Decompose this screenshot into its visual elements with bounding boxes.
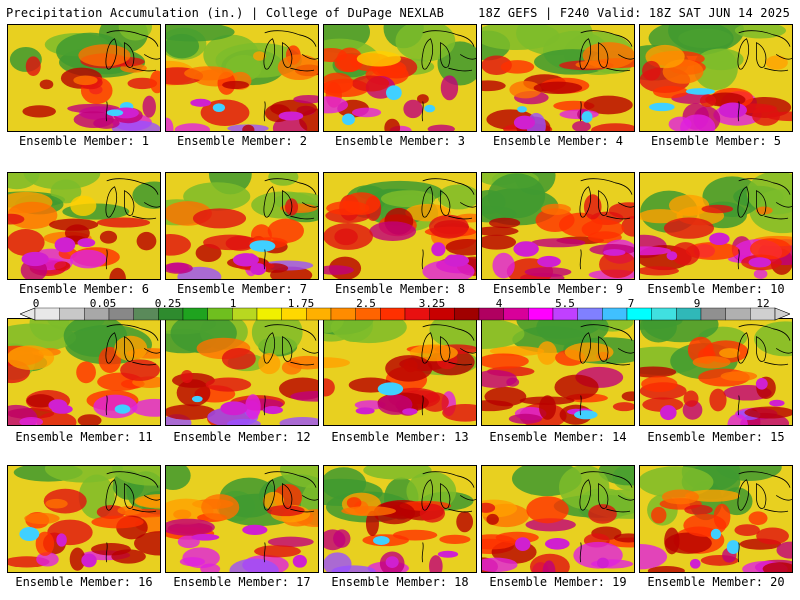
ensemble-member-map	[481, 465, 635, 573]
precip-colorbar	[20, 307, 790, 321]
ensemble-member-map	[7, 318, 161, 426]
ensemble-member-map	[481, 24, 635, 132]
ensemble-member-map	[639, 318, 793, 426]
ensemble-member-map	[7, 172, 161, 280]
ensemble-member-caption: Ensemble Member: 14	[489, 430, 627, 444]
colorbar-tick-label: 0	[32, 297, 40, 310]
colorbar-swatch	[256, 307, 282, 321]
ensemble-member-map	[639, 465, 793, 573]
colorbar-tick-label: 12	[756, 297, 770, 310]
ensemble-member-caption: Ensemble Member: 10	[647, 282, 785, 296]
ensemble-member-caption: Ensemble Member: 15	[647, 430, 785, 444]
colorbar-tick-label: 7	[627, 297, 635, 310]
colorbar-swatch	[380, 307, 406, 321]
ensemble-member-map	[165, 465, 319, 573]
ensemble-member-map	[165, 172, 319, 280]
colorbar-tick-label: 4	[495, 297, 503, 310]
colorbar-tick-label: 0.25	[154, 297, 182, 310]
ensemble-member-caption: Ensemble Member: 12	[173, 430, 311, 444]
colorbar-tick-label: 9	[693, 297, 701, 310]
colorbar-swatch	[182, 307, 208, 321]
ensemble-member-caption: Ensemble Member: 8	[334, 282, 466, 296]
ensemble-member-caption: Ensemble Member: 17	[173, 575, 311, 589]
ensemble-member-caption: Ensemble Member: 18	[331, 575, 469, 589]
ensemble-member-caption: Ensemble Member: 9	[492, 282, 624, 296]
ensemble-member-caption: Ensemble Member: 13	[331, 430, 469, 444]
colorbar-tick-label: 2.5	[356, 297, 376, 310]
ensemble-member-map	[323, 465, 477, 573]
colorbar-swatch	[602, 307, 628, 321]
colorbar-swatch	[651, 307, 677, 321]
ensemble-member-map	[323, 172, 477, 280]
colorbar-swatch	[503, 307, 529, 321]
ensemble-member-map	[639, 172, 793, 280]
ensemble-member-caption: Ensemble Member: 6	[18, 282, 150, 296]
ensemble-member-map	[481, 172, 635, 280]
ensemble-member-caption: Ensemble Member: 11	[15, 430, 153, 444]
ensemble-member-caption: Ensemble Member: 19	[489, 575, 627, 589]
colorbar-swatch	[725, 307, 751, 321]
ensemble-member-map	[323, 24, 477, 132]
colorbar-tick-label: 0.05	[89, 297, 117, 310]
ensemble-member-map	[7, 24, 161, 132]
ensemble-member-map	[323, 318, 477, 426]
map-title: Precipitation Accumulation (in.) | Colle…	[6, 6, 445, 20]
colorbar-swatch	[59, 307, 85, 321]
ensemble-member-caption: Ensemble Member: 5	[650, 134, 782, 148]
colorbar-tick-label: 1.75	[287, 297, 315, 310]
colorbar-swatch	[454, 307, 480, 321]
colorbar-tick-label: 1	[229, 297, 237, 310]
colorbar-swatch	[577, 307, 603, 321]
ensemble-member-map	[7, 465, 161, 573]
model-run-info: 18Z GEFS | F240 Valid: 18Z SAT JUN 14 20…	[478, 6, 790, 20]
colorbar-tick-label: 3.25	[418, 297, 446, 310]
ensemble-member-caption: Ensemble Member: 4	[492, 134, 624, 148]
ensemble-member-map	[639, 24, 793, 132]
colorbar-swatch	[330, 307, 356, 321]
colorbar-swatch	[528, 307, 554, 321]
colorbar-swatch	[207, 307, 233, 321]
ensemble-member-caption: Ensemble Member: 20	[647, 575, 785, 589]
ensemble-member-map	[481, 318, 635, 426]
colorbar-swatch	[700, 307, 726, 321]
ensemble-member-caption: Ensemble Member: 2	[176, 134, 308, 148]
ensemble-member-caption: Ensemble Member: 16	[15, 575, 153, 589]
ensemble-member-caption: Ensemble Member: 1	[18, 134, 150, 148]
ensemble-member-caption: Ensemble Member: 3	[334, 134, 466, 148]
ensemble-member-map	[165, 24, 319, 132]
colorbar-max-arrow	[774, 307, 790, 321]
ensemble-member-caption: Ensemble Member: 7	[176, 282, 308, 296]
colorbar-tick-label: 5.5	[555, 297, 575, 310]
ensemble-member-map	[165, 318, 319, 426]
